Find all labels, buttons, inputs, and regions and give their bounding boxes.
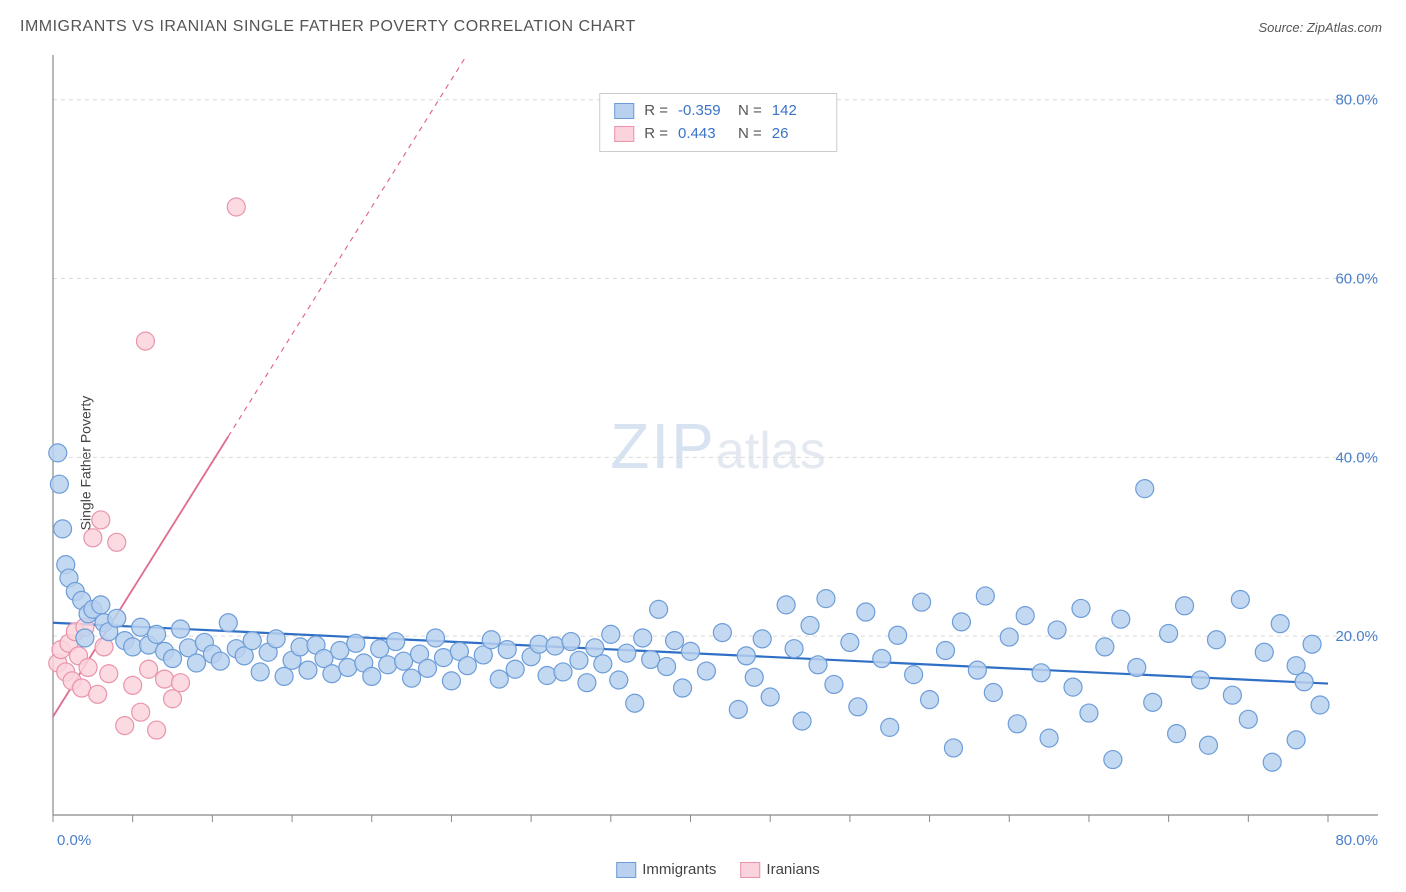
- source-attribution: Source: ZipAtlas.com: [1258, 20, 1382, 35]
- n-label: N =: [738, 123, 762, 146]
- n-value-iranians: 26: [772, 123, 822, 146]
- svg-text:60.0%: 60.0%: [1335, 271, 1378, 288]
- svg-text:40.0%: 40.0%: [1335, 449, 1378, 466]
- legend-row-immigrants: R = -0.359 N = 142: [614, 100, 822, 123]
- legend-row-iranians: R = 0.443 N = 26: [614, 123, 822, 146]
- r-value-iranians: 0.443: [678, 123, 728, 146]
- correlation-legend: R = -0.359 N = 142 R = 0.443 N = 26: [599, 93, 837, 152]
- legend-item-immigrants: Immigrants: [616, 861, 716, 878]
- legend-label: Iranians: [766, 861, 819, 878]
- r-value-immigrants: -0.359: [678, 100, 728, 123]
- chart-title: IMMIGRANTS VS IRANIAN SINGLE FATHER POVE…: [20, 18, 636, 36]
- legend-swatch: [740, 862, 760, 878]
- legend-swatch-iranians: [614, 126, 634, 142]
- legend-item-iranians: Iranians: [740, 861, 819, 878]
- legend-swatch-immigrants: [614, 103, 634, 119]
- series-legend: Immigrants Iranians: [616, 861, 820, 878]
- chart-container: Single Father Poverty ZIPatlas R = -0.35…: [48, 45, 1388, 880]
- svg-text:80.0%: 80.0%: [1335, 832, 1378, 849]
- legend-swatch: [616, 862, 636, 878]
- r-label: R =: [644, 100, 668, 123]
- svg-text:80.0%: 80.0%: [1335, 92, 1378, 109]
- svg-text:20.0%: 20.0%: [1335, 628, 1378, 645]
- r-label: R =: [644, 123, 668, 146]
- scatter-plot: 20.0% 40.0% 60.0% 80.0% 0.0% 80.0%: [48, 45, 1388, 880]
- svg-text:0.0%: 0.0%: [57, 832, 91, 849]
- legend-label: Immigrants: [642, 861, 716, 878]
- n-label: N =: [738, 100, 762, 123]
- n-value-immigrants: 142: [772, 100, 822, 123]
